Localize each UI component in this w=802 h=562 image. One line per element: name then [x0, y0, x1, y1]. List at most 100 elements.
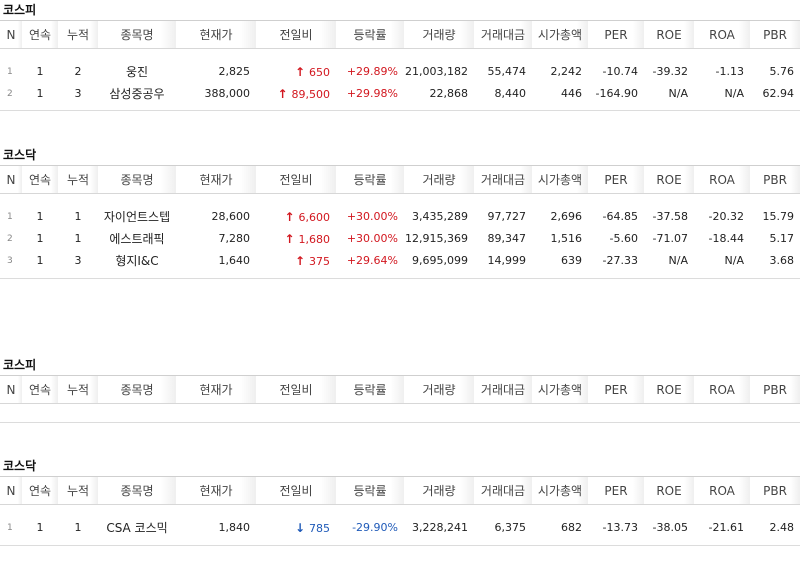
section-title: 코스닥 [3, 459, 37, 473]
ranking-table: N 연속 누적 종목명 현재가 전일비 등락률 거래량 거래대금 시가총액 PER ROE ROA PBR… [0, 165, 800, 272]
table-row[interactable]: 1 1 1 자이언트스텝 28,600 ↑ 6,600 +30.00% 3,435,289 97,… [0, 206, 800, 228]
total-cell: 1 [74, 232, 82, 245]
roa-value: N/A [724, 254, 744, 267]
table-header-row: N 연속 누적 종목명 현재가 전일비 등락률 거래량 거래대금 시가총액 PER ROE ROA PBR [0, 476, 800, 505]
arrow-up-icon: ↑ [294, 64, 305, 79]
header-col-n: N [0, 476, 22, 505]
streak-cell: 1 [36, 87, 44, 100]
header-col-rate: 등락률 [336, 20, 404, 49]
header-col-total: 누적 [58, 165, 98, 194]
market-cap: 2,242 [550, 65, 583, 78]
header-col-roa: ROA [694, 165, 750, 194]
rank-cell: 2 [7, 88, 13, 99]
header-col-roa: ROA [694, 375, 750, 404]
trade-amount: 97,727 [487, 210, 527, 223]
table-row[interactable]: 1 1 2 웅진 2,825 ↑ 650 +29.89% 21,003,182 55,474 2,2… [0, 61, 800, 83]
header-col-per: PER [588, 20, 644, 49]
pbr-value: 3.68 [769, 254, 795, 267]
header-col-price: 현재가 [176, 375, 256, 404]
change-rate: +29.98% [346, 87, 398, 100]
header-col-name: 종목명 [98, 476, 176, 505]
section-title: 코스피 [3, 3, 37, 17]
header-col-price: 현재가 [176, 20, 256, 49]
header-col-volume: 거래량 [404, 20, 474, 49]
header-col-per: PER [588, 165, 644, 194]
header-col-mcap: 시가총액 [532, 20, 588, 49]
roe-value: N/A [668, 254, 688, 267]
price-change-value: 89,500 [291, 87, 331, 101]
roa-value: N/A [724, 87, 744, 100]
header-col-price: 현재가 [176, 476, 256, 505]
per-value: -10.74 [602, 65, 638, 78]
header-col-rate: 등락률 [336, 165, 404, 194]
market-cap: 446 [561, 87, 582, 100]
arrow-up-icon: ↑ [284, 209, 295, 224]
streak-cell: 1 [36, 210, 44, 223]
table-row[interactable]: 1 1 1 CSA 코스믹 1,840 ↓ 785 -29.90% 3,228,241 6,375… [0, 517, 800, 539]
header-col-streak: 연속 [22, 20, 58, 49]
total-cell: 1 [74, 210, 82, 223]
header-col-amount: 거래대금 [474, 20, 532, 49]
price-change-value: 650 [309, 65, 330, 79]
ranking-table: N 연속 누적 종목명 현재가 전일비 등락률 거래량 거래대금 시가총액 PER ROE ROA PBR… [0, 20, 800, 105]
table-header-row: N 연속 누적 종목명 현재가 전일비 등락률 거래량 거래대금 시가총액 PER ROE ROA PBR [0, 375, 800, 404]
header-col-streak: 연속 [22, 375, 58, 404]
header-col-volume: 거래량 [404, 476, 474, 505]
header-col-change: 전일비 [256, 20, 336, 49]
header-col-roe: ROE [644, 375, 694, 404]
price-change-value: 6,600 [298, 210, 331, 224]
header-col-n: N [0, 20, 22, 49]
header-col-total: 누적 [58, 476, 98, 505]
arrow-up-icon: ↑ [277, 86, 288, 101]
table-row[interactable]: 3 1 3 형지I&C 1,640 ↑ 375 +29.64% 9,695,099 14,999 6… [0, 250, 800, 272]
header-col-mcap: 시가총액 [532, 476, 588, 505]
price-change: ↑ 1,680 [256, 228, 336, 250]
table-row[interactable]: 2 1 1 에스트래픽 7,280 ↑ 1,680 +30.00% 12,915,369 89,3… [0, 228, 800, 250]
stock-name[interactable]: 에스트래픽 [109, 232, 165, 246]
roe-value: -38.05 [652, 521, 688, 534]
price-change: ↑ 6,600 [256, 206, 336, 228]
roe-value: -39.32 [652, 65, 688, 78]
pbr-value: 62.94 [762, 87, 795, 100]
pbr-value: 15.79 [762, 210, 795, 223]
table-header-row: N 연속 누적 종목명 현재가 전일비 등락률 거래량 거래대금 시가총액 PER ROE ROA PBR [0, 165, 800, 194]
stock-name[interactable]: 자이언트스텝 [103, 210, 171, 224]
header-col-per: PER [588, 476, 644, 505]
table-row[interactable]: 2 1 3 삼성중공우 388,000 ↑ 89,500 +29.98% 22,868 8,440… [0, 83, 800, 105]
header-col-pbr: PBR [750, 476, 800, 505]
stock-name[interactable]: 삼성중공우 [109, 87, 165, 101]
rank-cell: 1 [7, 211, 13, 222]
change-rate: +29.64% [346, 254, 398, 267]
header-col-change: 전일비 [256, 476, 336, 505]
header-col-roe: ROE [644, 165, 694, 194]
header-col-price: 현재가 [176, 165, 256, 194]
roe-value: N/A [668, 87, 688, 100]
table-header-row: N 연속 누적 종목명 현재가 전일비 등락률 거래량 거래대금 시가총액 PER ROE ROA PBR [0, 20, 800, 49]
volume: 22,868 [429, 87, 469, 100]
total-cell: 1 [74, 521, 82, 534]
header-col-streak: 연속 [22, 476, 58, 505]
header-col-pbr: PBR [750, 375, 800, 404]
trade-amount: 55,474 [487, 65, 527, 78]
rank-cell: 2 [7, 233, 13, 244]
header-col-n: N [0, 165, 22, 194]
roa-value: -21.61 [708, 521, 744, 534]
current-price: 2,825 [218, 65, 251, 78]
stock-name[interactable]: 웅진 [125, 65, 149, 79]
volume: 9,695,099 [412, 254, 468, 267]
section-title: 코스피 [3, 358, 37, 372]
header-col-roe: ROE [644, 20, 694, 49]
stock-name[interactable]: 형지I&C [115, 254, 159, 268]
change-rate: -29.90% [352, 521, 398, 534]
market-cap: 2,696 [550, 210, 583, 223]
header-col-per: PER [588, 375, 644, 404]
roa-value: -18.44 [708, 232, 744, 245]
header-col-pbr: PBR [750, 20, 800, 49]
header-col-volume: 거래량 [404, 375, 474, 404]
change-rate: +29.89% [346, 65, 398, 78]
stock-name[interactable]: CSA 코스믹 [106, 521, 168, 535]
streak-cell: 1 [36, 232, 44, 245]
market-cap: 682 [561, 521, 582, 534]
price-change-value: 1,680 [298, 232, 331, 246]
current-price: 1,640 [218, 254, 251, 267]
